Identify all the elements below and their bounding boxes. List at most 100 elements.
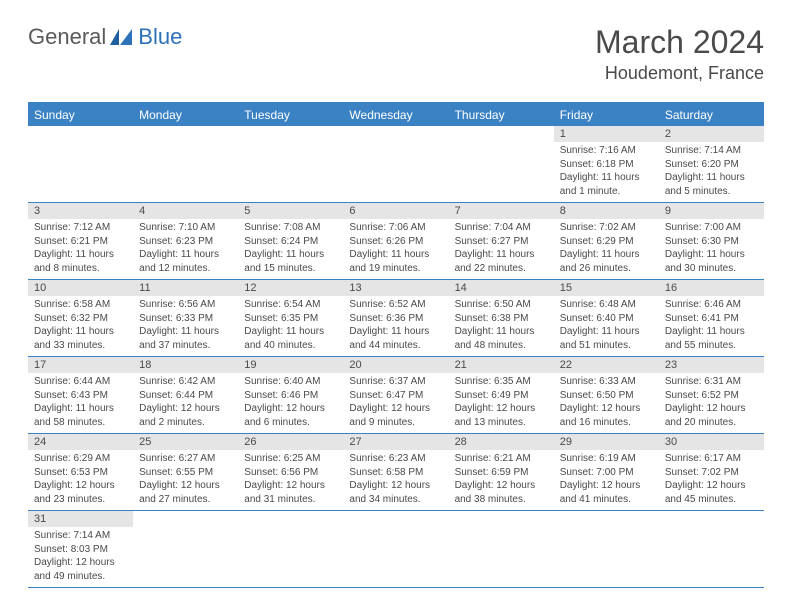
calendar-day-cell: 4Sunrise: 7:10 AMSunset: 6:23 PMDaylight… — [133, 203, 238, 280]
day-number: 9 — [659, 203, 764, 219]
day-number: 13 — [343, 280, 448, 296]
day-info: Sunrise: 6:23 AMSunset: 6:58 PMDaylight:… — [343, 450, 448, 510]
calendar-day-cell: 24Sunrise: 6:29 AMSunset: 6:53 PMDayligh… — [28, 434, 133, 511]
calendar-day-cell: 2Sunrise: 7:14 AMSunset: 6:20 PMDaylight… — [659, 126, 764, 203]
calendar-day-cell — [343, 511, 448, 588]
calendar-day-cell: 5Sunrise: 7:08 AMSunset: 6:24 PMDaylight… — [238, 203, 343, 280]
calendar-day-cell: 7Sunrise: 7:04 AMSunset: 6:27 PMDaylight… — [449, 203, 554, 280]
calendar-day-cell: 15Sunrise: 6:48 AMSunset: 6:40 PMDayligh… — [554, 280, 659, 357]
day-number: 1 — [554, 126, 659, 142]
day-number: 6 — [343, 203, 448, 219]
day-info: Sunrise: 6:21 AMSunset: 6:59 PMDaylight:… — [449, 450, 554, 510]
calendar-day-cell: 1Sunrise: 7:16 AMSunset: 6:18 PMDaylight… — [554, 126, 659, 203]
day-number: 21 — [449, 357, 554, 373]
calendar-day-cell: 13Sunrise: 6:52 AMSunset: 6:36 PMDayligh… — [343, 280, 448, 357]
calendar-day-cell — [449, 511, 554, 588]
calendar-day-cell — [449, 126, 554, 203]
calendar-day-cell: 23Sunrise: 6:31 AMSunset: 6:52 PMDayligh… — [659, 357, 764, 434]
calendar-day-cell: 19Sunrise: 6:40 AMSunset: 6:46 PMDayligh… — [238, 357, 343, 434]
day-info: Sunrise: 6:19 AMSunset: 7:00 PMDaylight:… — [554, 450, 659, 510]
day-number: 15 — [554, 280, 659, 296]
day-number: 10 — [28, 280, 133, 296]
calendar-day-cell — [133, 511, 238, 588]
calendar-week-row: 31Sunrise: 7:14 AMSunset: 8:03 PMDayligh… — [28, 511, 764, 588]
day-info: Sunrise: 6:54 AMSunset: 6:35 PMDaylight:… — [238, 296, 343, 356]
calendar-day-cell: 3Sunrise: 7:12 AMSunset: 6:21 PMDaylight… — [28, 203, 133, 280]
day-info: Sunrise: 6:52 AMSunset: 6:36 PMDaylight:… — [343, 296, 448, 356]
day-number: 30 — [659, 434, 764, 450]
calendar-week-row: 3Sunrise: 7:12 AMSunset: 6:21 PMDaylight… — [28, 203, 764, 280]
day-info: Sunrise: 7:14 AMSunset: 8:03 PMDaylight:… — [28, 527, 133, 587]
calendar-day-cell: 22Sunrise: 6:33 AMSunset: 6:50 PMDayligh… — [554, 357, 659, 434]
calendar-day-cell: 6Sunrise: 7:06 AMSunset: 6:26 PMDaylight… — [343, 203, 448, 280]
day-number: 31 — [28, 511, 133, 527]
weekday-header: Wednesday — [343, 103, 448, 126]
day-number: 8 — [554, 203, 659, 219]
day-number: 24 — [28, 434, 133, 450]
day-info: Sunrise: 7:06 AMSunset: 6:26 PMDaylight:… — [343, 219, 448, 279]
day-number: 22 — [554, 357, 659, 373]
weekday-header-row: Sunday Monday Tuesday Wednesday Thursday… — [28, 103, 764, 126]
calendar-week-row: 17Sunrise: 6:44 AMSunset: 6:43 PMDayligh… — [28, 357, 764, 434]
day-number: 19 — [238, 357, 343, 373]
day-number: 3 — [28, 203, 133, 219]
day-info: Sunrise: 7:16 AMSunset: 6:18 PMDaylight:… — [554, 142, 659, 202]
day-info: Sunrise: 6:25 AMSunset: 6:56 PMDaylight:… — [238, 450, 343, 510]
calendar-day-cell — [238, 126, 343, 203]
calendar-day-cell — [554, 511, 659, 588]
weekday-header: Sunday — [28, 103, 133, 126]
calendar-day-cell: 16Sunrise: 6:46 AMSunset: 6:41 PMDayligh… — [659, 280, 764, 357]
calendar-day-cell — [28, 126, 133, 203]
day-number: 26 — [238, 434, 343, 450]
calendar-day-cell: 18Sunrise: 6:42 AMSunset: 6:44 PMDayligh… — [133, 357, 238, 434]
day-info: Sunrise: 6:46 AMSunset: 6:41 PMDaylight:… — [659, 296, 764, 356]
calendar-day-cell: 27Sunrise: 6:23 AMSunset: 6:58 PMDayligh… — [343, 434, 448, 511]
day-info: Sunrise: 6:50 AMSunset: 6:38 PMDaylight:… — [449, 296, 554, 356]
day-number: 7 — [449, 203, 554, 219]
day-info: Sunrise: 6:42 AMSunset: 6:44 PMDaylight:… — [133, 373, 238, 433]
day-info: Sunrise: 7:12 AMSunset: 6:21 PMDaylight:… — [28, 219, 133, 279]
day-info: Sunrise: 6:56 AMSunset: 6:33 PMDaylight:… — [133, 296, 238, 356]
calendar-day-cell: 11Sunrise: 6:56 AMSunset: 6:33 PMDayligh… — [133, 280, 238, 357]
day-info: Sunrise: 7:14 AMSunset: 6:20 PMDaylight:… — [659, 142, 764, 202]
day-info: Sunrise: 7:04 AMSunset: 6:27 PMDaylight:… — [449, 219, 554, 279]
day-info: Sunrise: 6:44 AMSunset: 6:43 PMDaylight:… — [28, 373, 133, 433]
day-number: 27 — [343, 434, 448, 450]
day-info: Sunrise: 6:27 AMSunset: 6:55 PMDaylight:… — [133, 450, 238, 510]
calendar-day-cell — [659, 511, 764, 588]
day-info: Sunrise: 7:02 AMSunset: 6:29 PMDaylight:… — [554, 219, 659, 279]
day-info: Sunrise: 6:40 AMSunset: 6:46 PMDaylight:… — [238, 373, 343, 433]
calendar-day-cell: 10Sunrise: 6:58 AMSunset: 6:32 PMDayligh… — [28, 280, 133, 357]
day-number: 12 — [238, 280, 343, 296]
calendar-day-cell: 20Sunrise: 6:37 AMSunset: 6:47 PMDayligh… — [343, 357, 448, 434]
logo-text-blue: Blue — [138, 24, 182, 50]
calendar-day-cell — [133, 126, 238, 203]
day-number: 20 — [343, 357, 448, 373]
calendar-day-cell: 30Sunrise: 6:17 AMSunset: 7:02 PMDayligh… — [659, 434, 764, 511]
month-title: March 2024 — [595, 24, 764, 61]
day-info: Sunrise: 6:37 AMSunset: 6:47 PMDaylight:… — [343, 373, 448, 433]
day-info: Sunrise: 6:48 AMSunset: 6:40 PMDaylight:… — [554, 296, 659, 356]
day-number: 16 — [659, 280, 764, 296]
calendar-week-row: 1Sunrise: 7:16 AMSunset: 6:18 PMDaylight… — [28, 126, 764, 203]
day-number: 14 — [449, 280, 554, 296]
calendar-day-cell: 28Sunrise: 6:21 AMSunset: 6:59 PMDayligh… — [449, 434, 554, 511]
day-number: 2 — [659, 126, 764, 142]
day-info: Sunrise: 6:35 AMSunset: 6:49 PMDaylight:… — [449, 373, 554, 433]
day-info: Sunrise: 7:08 AMSunset: 6:24 PMDaylight:… — [238, 219, 343, 279]
day-number: 17 — [28, 357, 133, 373]
calendar-table: Sunday Monday Tuesday Wednesday Thursday… — [28, 102, 764, 588]
logo: General Blue — [28, 24, 182, 50]
day-info: Sunrise: 6:58 AMSunset: 6:32 PMDaylight:… — [28, 296, 133, 356]
calendar-day-cell — [343, 126, 448, 203]
day-info: Sunrise: 7:10 AMSunset: 6:23 PMDaylight:… — [133, 219, 238, 279]
calendar-day-cell: 21Sunrise: 6:35 AMSunset: 6:49 PMDayligh… — [449, 357, 554, 434]
day-info: Sunrise: 6:17 AMSunset: 7:02 PMDaylight:… — [659, 450, 764, 510]
day-number: 23 — [659, 357, 764, 373]
weekday-header: Monday — [133, 103, 238, 126]
calendar-day-cell: 29Sunrise: 6:19 AMSunset: 7:00 PMDayligh… — [554, 434, 659, 511]
calendar-week-row: 24Sunrise: 6:29 AMSunset: 6:53 PMDayligh… — [28, 434, 764, 511]
logo-flag-icon — [110, 27, 136, 47]
location: Houdemont, France — [595, 63, 764, 84]
day-info: Sunrise: 6:33 AMSunset: 6:50 PMDaylight:… — [554, 373, 659, 433]
